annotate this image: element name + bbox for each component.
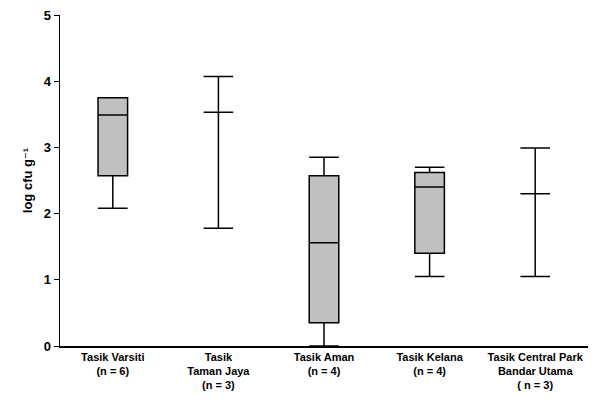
svg-text:3: 3 xyxy=(44,140,51,155)
svg-text:TasikTaman Jaya(n = 3): TasikTaman Jaya(n = 3) xyxy=(187,351,250,392)
svg-text:1: 1 xyxy=(44,272,51,287)
svg-text:log cfu g⁻¹: log cfu g⁻¹ xyxy=(20,148,35,213)
svg-text:Tasik Varsiti(n = 6): Tasik Varsiti(n = 6) xyxy=(81,351,144,377)
svg-text:0: 0 xyxy=(44,339,51,354)
svg-text:Tasik Kelana(n = 4): Tasik Kelana(n = 4) xyxy=(396,351,463,377)
svg-text:Tasik Central ParkBandar Utama: Tasik Central ParkBandar Utama( n = 3) xyxy=(488,351,584,392)
svg-text:2: 2 xyxy=(44,206,51,221)
svg-text:5: 5 xyxy=(44,8,51,23)
svg-text:Tasik Aman(n = 4): Tasik Aman(n = 4) xyxy=(294,351,355,377)
svg-text:4: 4 xyxy=(44,74,52,89)
